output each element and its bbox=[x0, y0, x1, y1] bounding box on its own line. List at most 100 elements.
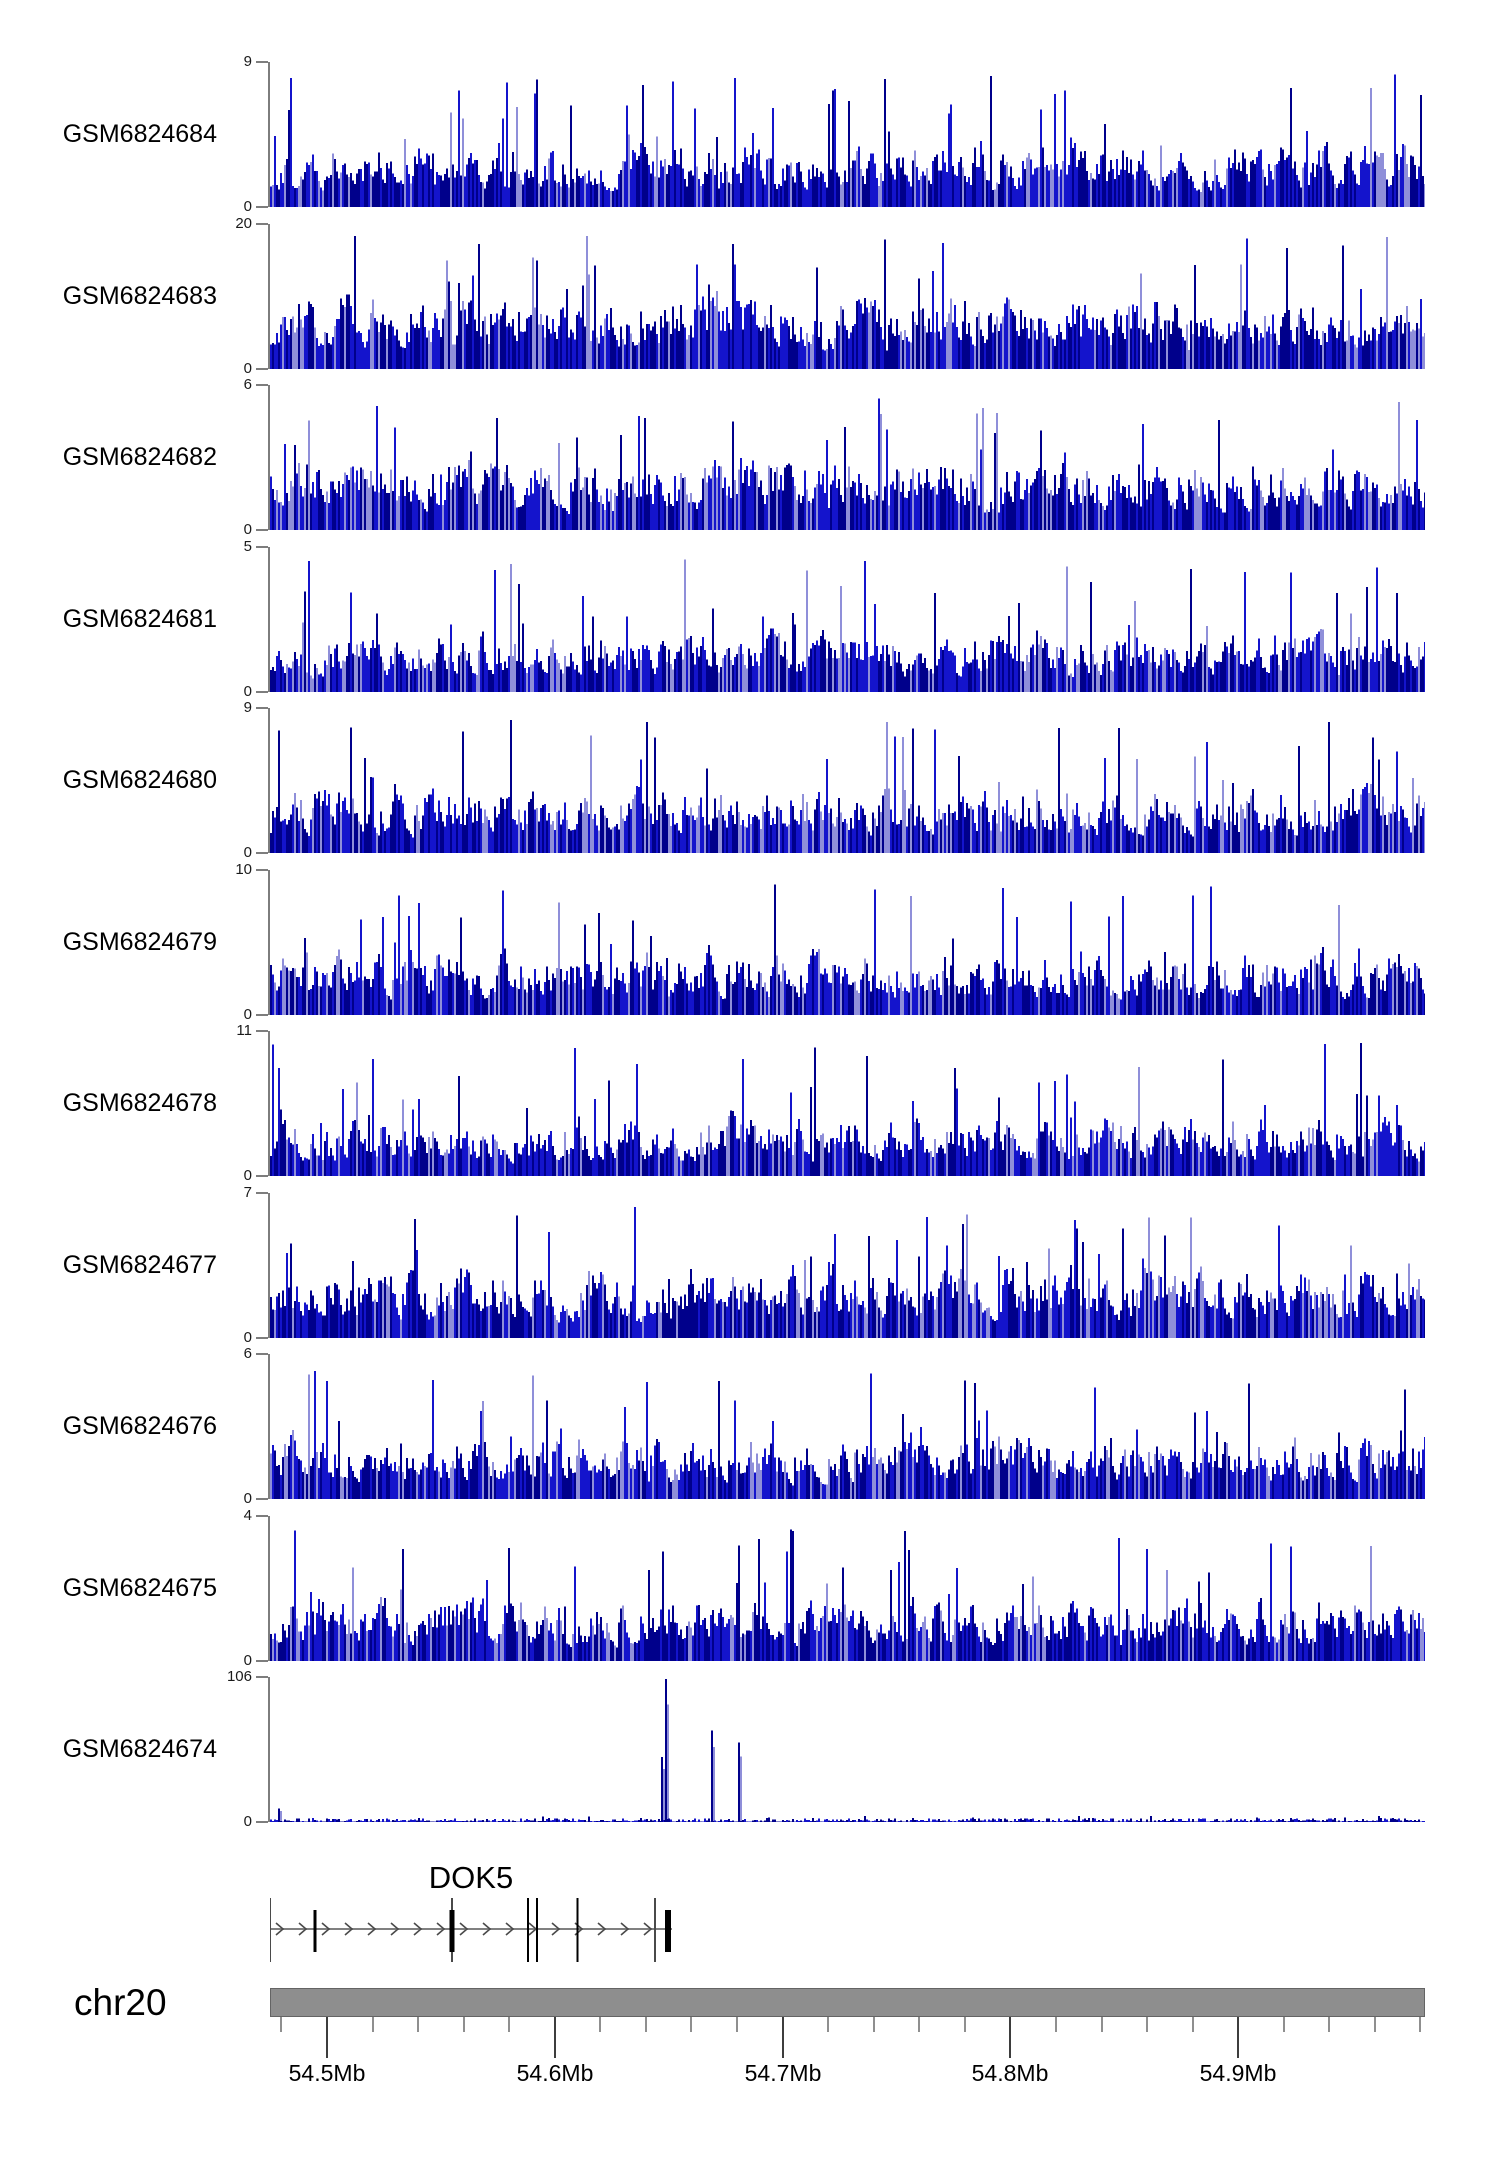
coverage-bars bbox=[282, 235, 1425, 369]
track-label: GSM6824682 bbox=[62, 443, 217, 471]
y-axis-line bbox=[268, 1354, 270, 1499]
y-axis-zero-label: 0 bbox=[243, 844, 252, 861]
y-axis-top-tick bbox=[256, 1676, 268, 1678]
y-axis-zero-tick bbox=[256, 1821, 268, 1823]
y-axis-max-label: 9 bbox=[243, 53, 252, 70]
coverage-track: GSM6824675 4 0 bbox=[0, 1507, 1500, 1669]
coverage-bars bbox=[270, 1374, 1416, 1499]
coverage-bars bbox=[270, 568, 1424, 692]
y-axis-zero-label: 0 bbox=[243, 1328, 252, 1346]
coverage-bars bbox=[272, 886, 1424, 1015]
y-axis-top-tick bbox=[256, 1030, 268, 1032]
y-axis-zero-label: 0 bbox=[243, 359, 252, 377]
axis-tick-label: 54.9Mb bbox=[1199, 2060, 1277, 2086]
coverage-track: GSM6824678 11 0 bbox=[0, 1022, 1500, 1184]
exon-bar bbox=[270, 1898, 271, 1962]
track-label: GSM6824674 bbox=[62, 1735, 217, 1763]
coverage-bars bbox=[294, 721, 1425, 853]
track-label: GSM6824680 bbox=[62, 766, 217, 794]
axis-minor-tick bbox=[1055, 2017, 1057, 2032]
y-axis-zero-tick bbox=[256, 1013, 268, 1016]
y-axis-max-label: 10 bbox=[235, 860, 252, 878]
y-axis-line bbox=[268, 62, 270, 207]
exon-bar bbox=[654, 1898, 656, 1962]
coverage-bars bbox=[276, 402, 1402, 530]
y-axis-line bbox=[268, 1192, 270, 1338]
y-axis-line bbox=[268, 1515, 270, 1661]
axis-major-tick bbox=[782, 2017, 784, 2058]
y-axis-zero-tick bbox=[256, 1336, 268, 1339]
axis-minor-tick bbox=[417, 2017, 419, 2032]
coverage-bars bbox=[274, 1213, 1420, 1338]
y-axis-top-tick bbox=[256, 222, 268, 225]
y-axis-zero-label: 0 bbox=[243, 1490, 252, 1507]
coverage-bars bbox=[270, 884, 1425, 1015]
axis-minor-tick bbox=[599, 2017, 601, 2032]
axis-minor-tick bbox=[918, 2017, 920, 2032]
coverage-track: GSM6824681 5 0 bbox=[0, 538, 1500, 700]
exon-bar bbox=[664, 1910, 671, 1952]
axis-minor-tick bbox=[964, 2017, 966, 2032]
y-axis-top-tick bbox=[256, 384, 268, 386]
axis-minor-tick bbox=[873, 2017, 875, 2032]
coverage-track: GSM6824683 20 0 bbox=[0, 215, 1500, 377]
y-axis-zero-label: 0 bbox=[243, 521, 252, 538]
coverage-track: GSM6824680 9 0 bbox=[0, 699, 1500, 861]
track-label: GSM6824675 bbox=[62, 1573, 217, 1602]
coverage-bars bbox=[272, 418, 1425, 530]
coverage-bars bbox=[270, 1215, 1425, 1338]
axis-tick-label: 54.8Mb bbox=[971, 2060, 1049, 2086]
y-axis-zero-tick bbox=[256, 367, 268, 370]
coverage-track: GSM6824679 10 0 bbox=[0, 861, 1500, 1023]
coverage-bars bbox=[286, 1067, 1420, 1176]
y-axis-top-tick bbox=[256, 1353, 268, 1355]
axis-major-tick bbox=[1009, 2017, 1011, 2058]
coverage-histogram bbox=[270, 235, 1425, 369]
axis-tick-label: 54.5Mb bbox=[288, 2060, 366, 2086]
track-label: GSM6824681 bbox=[62, 604, 217, 633]
coverage-bars bbox=[286, 558, 1420, 692]
y-axis-max-label: 9 bbox=[243, 699, 252, 716]
coverage-bars bbox=[280, 1704, 742, 1822]
gene-track: DOK5 bbox=[0, 1848, 1500, 1978]
exon-bar bbox=[535, 1898, 538, 1962]
exon-bar bbox=[449, 1910, 455, 1952]
coverage-bars bbox=[272, 235, 1418, 369]
coverage-bars bbox=[270, 720, 1422, 853]
coverage-bars bbox=[270, 238, 1422, 369]
coverage-histogram bbox=[270, 1529, 1425, 1661]
coverage-bars bbox=[270, 74, 1420, 207]
y-axis-zero-label: 0 bbox=[243, 1005, 252, 1023]
axis-tick-label: 54.7Mb bbox=[744, 2060, 822, 2086]
coverage-bars bbox=[270, 398, 1424, 530]
coverage-bars bbox=[270, 1042, 1424, 1176]
track-label: GSM6824679 bbox=[62, 927, 217, 956]
axis-minor-tick bbox=[1419, 2017, 1421, 2032]
y-axis-line bbox=[268, 546, 270, 692]
y-axis-max-label: 106 bbox=[226, 1668, 252, 1685]
axis-tick-label: 54.6Mb bbox=[516, 2060, 594, 2086]
chromosome-axis: chr20 54.5Mb 54.6Mb 54.7Mb 54.8Mb 54.9Mb bbox=[0, 1980, 1500, 2170]
coverage-histogram bbox=[270, 558, 1425, 692]
coverage-bars bbox=[270, 1818, 1425, 1822]
coverage-bars bbox=[272, 1545, 1424, 1661]
y-axis-line bbox=[268, 1031, 270, 1176]
axis-minor-tick bbox=[463, 2017, 465, 2032]
y-axis-line bbox=[268, 385, 270, 530]
y-axis-line bbox=[268, 223, 270, 369]
axis-minor-tick bbox=[508, 2017, 510, 2032]
axis-major-tick bbox=[554, 2017, 556, 2058]
axis-minor-tick bbox=[1146, 2017, 1148, 2032]
coverage-bars bbox=[270, 1529, 1418, 1661]
coverage-bars bbox=[276, 1206, 1424, 1338]
axis-minor-tick bbox=[1374, 2017, 1376, 2032]
y-axis-line bbox=[268, 708, 270, 853]
coverage-bars bbox=[274, 1380, 1422, 1499]
y-axis-zero-label: 0 bbox=[243, 198, 252, 215]
coverage-histogram bbox=[270, 884, 1425, 1015]
axis-minor-tick bbox=[690, 2017, 692, 2032]
gene-name-label: DOK5 bbox=[428, 1860, 514, 1895]
exon-bar bbox=[576, 1898, 579, 1962]
coverage-bars bbox=[278, 1679, 1420, 1822]
